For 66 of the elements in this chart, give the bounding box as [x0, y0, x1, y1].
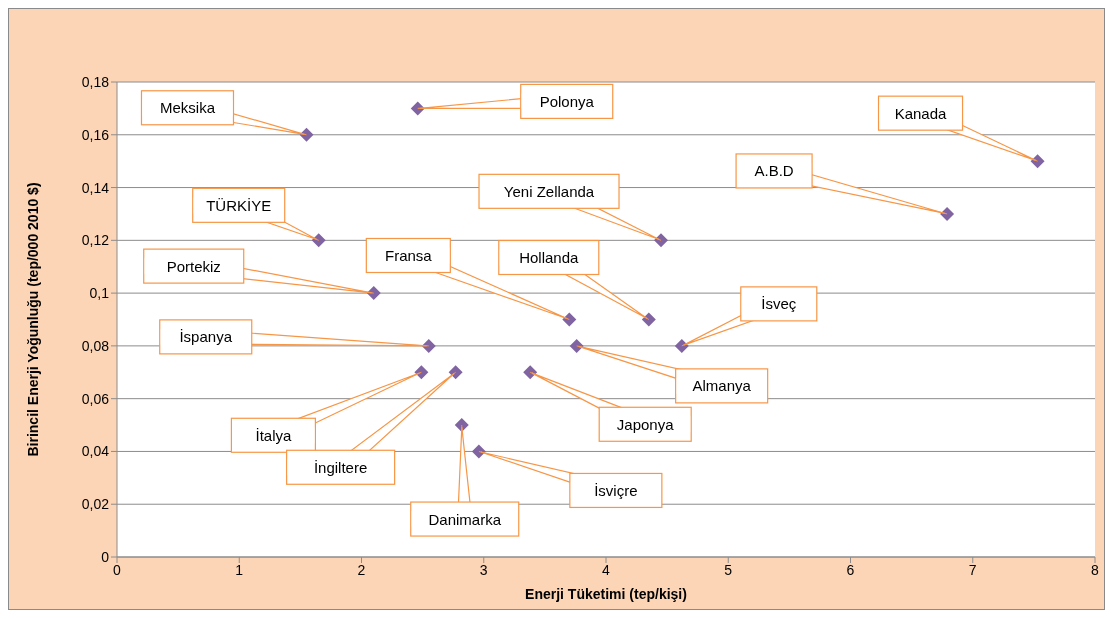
point — [674, 338, 689, 353]
x-tick-label: 2 — [357, 561, 366, 578]
point — [569, 338, 584, 353]
y-tick-label: 0,16 — [81, 126, 110, 143]
annotation: Meksika — [159, 99, 216, 117]
point — [1030, 154, 1045, 169]
annotation: Almanya — [692, 377, 752, 395]
annotation: İsveç — [761, 295, 797, 313]
callout: Hollanda — [498, 239, 650, 320]
annotation: Japonya — [616, 415, 675, 433]
annotation: İtalya — [255, 426, 292, 444]
callout: TÜRKİYE — [192, 187, 320, 241]
x-tick-label: 0 — [113, 561, 122, 578]
y-tick-label: 0,14 — [81, 179, 110, 196]
y-tick-label: 0,02 — [81, 496, 110, 513]
y-tick-label: 0,1 — [89, 285, 110, 302]
callout: Meksika — [140, 90, 307, 136]
annotation: Fransa — [384, 247, 433, 264]
callout: Kanada — [877, 95, 1039, 162]
point — [414, 365, 429, 380]
callout: Portekiz — [143, 248, 375, 294]
annotation: Polonya — [539, 92, 595, 110]
y-tick-label: 0,08 — [81, 337, 110, 354]
callout: Yeni Zellanda — [478, 173, 662, 241]
callout: İsveç — [681, 286, 818, 347]
annotation: İsviçre — [594, 481, 638, 499]
point — [448, 365, 463, 380]
x-tick-label: 3 — [479, 561, 488, 578]
y-tick-label: 0 — [101, 548, 110, 565]
x-tick-label: 4 — [602, 561, 611, 578]
point — [366, 286, 381, 301]
y-tick-label: 0,04 — [81, 443, 110, 460]
x-tick-label: 1 — [235, 561, 244, 578]
point — [641, 312, 656, 327]
point — [410, 101, 425, 116]
point — [523, 365, 538, 380]
callout: Polonya — [417, 83, 614, 119]
x-tick-label: 5 — [724, 561, 733, 578]
annotation: Portekiz — [166, 257, 221, 275]
point — [421, 338, 436, 353]
callout: Danimarka — [410, 424, 520, 537]
callout: A.B.D — [735, 153, 948, 215]
point — [311, 233, 326, 248]
point — [940, 206, 955, 221]
x-tick-label: 8 — [1091, 561, 1100, 578]
callout: Almanya — [576, 345, 769, 404]
x-tick-label: 7 — [968, 561, 977, 578]
y-tick-label: 0,18 — [81, 73, 110, 90]
annotation: İspanya — [179, 328, 233, 346]
point — [471, 444, 486, 459]
annotation: Hollanda — [519, 249, 580, 266]
annotation: İngiltere — [313, 458, 368, 476]
callout: İspanya — [159, 319, 430, 355]
x-tick-label: 6 — [846, 561, 855, 578]
point — [299, 127, 314, 142]
annotation: Yeni Zellanda — [503, 182, 595, 200]
annotation: Kanada — [894, 104, 948, 122]
annotation: A.B.D — [754, 162, 794, 180]
callout: İsviçre — [478, 450, 663, 509]
point — [562, 312, 577, 327]
y-tick-label: 0,12 — [81, 232, 110, 249]
x-axis-title: Enerji Tüketimi (tep/kişi) — [525, 586, 687, 602]
annotation: Danimarka — [428, 510, 502, 528]
y-axis-title: Birincil Enerji Yoğunluğu (tep/000 2010 $) — [24, 182, 41, 457]
y-tick-label: 0,06 — [81, 390, 110, 407]
annotation: TÜRKİYE — [206, 196, 272, 214]
